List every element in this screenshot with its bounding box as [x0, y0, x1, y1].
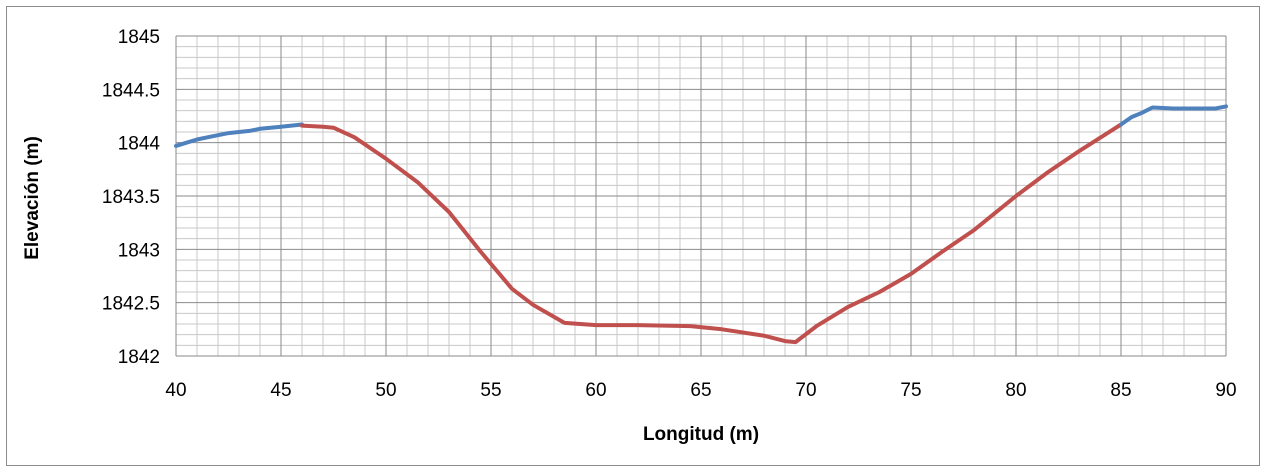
- y-tick-label: 1844: [118, 134, 161, 155]
- y-axis-title: Elevación (m): [22, 136, 43, 260]
- y-tick-label: 1844.5: [102, 80, 160, 101]
- x-tick-label: 40: [165, 380, 186, 401]
- major-gridlines: [175, 35, 1227, 357]
- series-layer: [174, 104, 1228, 345]
- x-tick-label: 50: [375, 380, 396, 401]
- y-tick-label: 1845: [118, 27, 160, 48]
- x-tick-label: 70: [795, 380, 816, 401]
- x-tick-label: 85: [1110, 380, 1131, 401]
- y-tick-label: 1842.5: [102, 294, 160, 315]
- x-tick-label: 80: [1005, 380, 1026, 401]
- x-tick-labels: 40 45 50 55 60 65 70 75 80 85 90: [165, 380, 1236, 401]
- y-tick-label: 1843.5: [102, 187, 160, 208]
- series-line-1: [174, 122, 304, 148]
- x-tick-label: 75: [900, 380, 921, 401]
- y-tick-labels: 1842 1842.5 1843 1843.5 1844 1844.5 1845: [102, 27, 161, 368]
- y-tick-label: 1842: [118, 347, 160, 368]
- series-line-2: [300, 122, 1123, 345]
- chart-frame: [6, 6, 1260, 466]
- x-tick-label: 65: [690, 380, 711, 401]
- x-tick-label: 90: [1215, 380, 1236, 401]
- x-tick-label: 60: [585, 380, 606, 401]
- x-tick-label: 45: [270, 380, 291, 401]
- series-line-3: [1119, 104, 1228, 127]
- x-axis-title: Longitud (m): [643, 424, 759, 445]
- y-tick-label: 1843: [118, 240, 160, 261]
- x-tick-label: 55: [480, 380, 501, 401]
